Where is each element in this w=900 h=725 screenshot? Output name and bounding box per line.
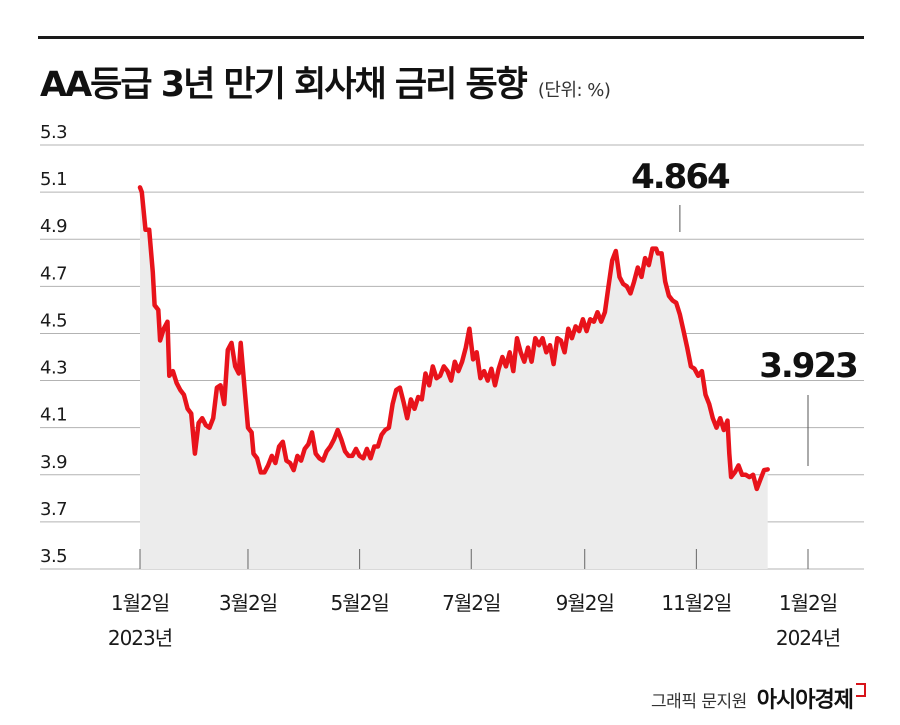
y-tick-label: 5.1 [40, 169, 67, 190]
x-tick-label: 2024년 [776, 626, 840, 650]
graphic-credit: 그래픽 문지원 [651, 692, 747, 712]
y-tick-label: 4.7 [40, 263, 67, 284]
line-layer [137, 185, 770, 492]
y-tick-label: 4.5 [40, 310, 67, 331]
x-tick-label: 9월2일 [556, 591, 614, 615]
x-tick-label: 2023년 [108, 626, 172, 650]
y-tick-label: 4.9 [40, 216, 67, 237]
x-tick-label: 5월2일 [330, 591, 388, 615]
x-tick-label: 1월2일 [111, 591, 169, 615]
x-tick-label: 1월2일 [779, 591, 837, 615]
y-tick-label: 3.7 [40, 499, 67, 520]
footer: 그래픽 문지원 아시아경제 [651, 682, 866, 714]
x-axis-ticks: 1월2일 2023년 3월2일 5월2일 7월2일 9월2일 11월2일 1월2일 2024년 [108, 549, 841, 650]
x-tick-label: 11월2일 [661, 591, 731, 615]
y-tick-label: 3.5 [40, 546, 67, 567]
chart-title: AA등급 3년 만기 회사채 금리 동향 [40, 65, 528, 105]
annotation-value: 4.864 [631, 157, 730, 197]
unit-label: (단위: %) [537, 80, 611, 101]
top-rule [38, 36, 864, 39]
x-tick-label: 7월2일 [442, 591, 500, 615]
y-axis-ticks: 5.3 5.1 4.9 4.7 4.5 4.3 4.1 3.9 3.7 3.5 [40, 122, 68, 567]
y-tick-label: 4.3 [40, 358, 67, 379]
y-tick-label: 5.3 [40, 122, 67, 143]
title-row: AA등급 3년 만기 회사채 금리 동향 (단위: %) [40, 56, 611, 107]
rate-line [137, 185, 770, 492]
y-tick-label: 4.1 [40, 405, 67, 426]
y-tick-label: 3.9 [40, 452, 67, 473]
x-tick-label: 3월2일 [219, 591, 277, 615]
brand-logo: 아시아경제 [756, 688, 854, 713]
annotations: 4.864 3.923 [631, 157, 859, 466]
annotation-value: 3.923 [759, 346, 857, 386]
brand-mark-icon [856, 683, 866, 697]
